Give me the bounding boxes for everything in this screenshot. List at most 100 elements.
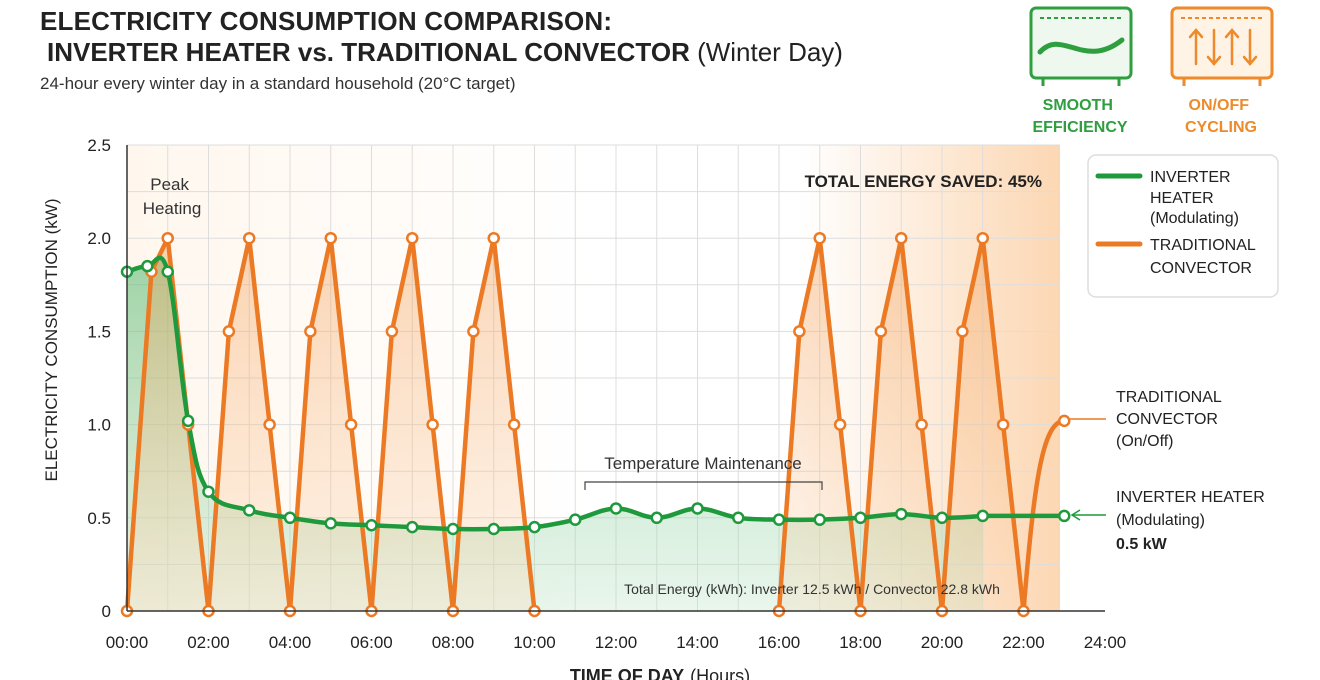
badge-cycling-line1: ON/OFF	[1189, 97, 1250, 114]
inverter-end-line1: INVERTER HEATER	[1116, 489, 1265, 506]
inverter-end-arrowhead	[1070, 509, 1081, 521]
inverter-data-point	[772, 513, 786, 526]
inverter-data-point	[813, 513, 826, 526]
x-tick-label: 08:00	[432, 633, 475, 652]
convector-data-point	[976, 231, 989, 245]
y-tick-label: 2.0	[87, 229, 111, 248]
convector-data-point	[426, 418, 439, 431]
axis-ticks: 00:00 02:00 04:00 06:00 08:00 10:00 12:00 14:00…	[87, 136, 1126, 652]
convector-data-point	[243, 231, 256, 245]
x-tick-label: 22:00	[1002, 633, 1045, 652]
legend-label-inverter: INVERTER HEATER (Modulating)	[1150, 169, 1239, 227]
inverter-data-point	[487, 522, 500, 536]
convector-end-line2: CONVECTOR	[1116, 411, 1218, 428]
chart-title-line2-bold: INVERTER HEATER vs. TRADITIONAL CONVECTO…	[47, 37, 690, 67]
inverter-end-line2: (Modulating)	[1116, 512, 1205, 529]
inverter-data-point	[895, 507, 908, 521]
legend-inverter-line1: INVERTER	[1150, 169, 1231, 186]
inverter-data-point	[854, 511, 867, 525]
convector-end-line1: TRADITIONAL	[1116, 389, 1222, 406]
convector-end-label: TRADITIONAL CONVECTOR (On/Off)	[1070, 389, 1222, 450]
convector-data-point	[304, 325, 317, 338]
x-axis-label-main: TIME OF DAY	[570, 666, 684, 680]
x-tick-label: 16:00	[758, 633, 801, 652]
legend-label-convector: TRADITIONAL CONVECTOR	[1150, 237, 1260, 277]
convector-data-point	[467, 325, 480, 338]
convector-data-point	[813, 231, 826, 245]
convector-series-tail	[1021, 418, 1065, 612]
legend-inverter-line3: (Modulating)	[1150, 210, 1239, 227]
x-tick-label: 12:00	[595, 633, 638, 652]
inverter-data-point	[528, 520, 541, 534]
convector-data-point	[833, 418, 847, 431]
inverter-data-point	[161, 265, 174, 279]
convector-data-point	[507, 418, 521, 431]
badge-smooth-efficiency: SMOOTH EFFICIENCY	[1029, 6, 1133, 136]
title-block: ELECTRICITY CONSUMPTION COMPARISON: INVE…	[40, 6, 843, 94]
convector-data-point	[915, 418, 928, 431]
badge-on-off-cycling: ON/OFF CYCLING	[1170, 6, 1274, 136]
convector-data-point	[895, 231, 908, 245]
legend-box	[1087, 154, 1279, 298]
x-tick-label: 14:00	[676, 633, 719, 652]
inverter-data-point	[243, 504, 256, 517]
convector-data-point	[793, 325, 806, 338]
chart-title-line2-rest: (Winter Day)	[689, 37, 843, 67]
peak-heating-line2: Heating	[143, 199, 202, 218]
legend: INVERTER HEATER (Modulating) TRADITIONAL…	[1087, 154, 1279, 298]
inverter-area-fill	[127, 257, 983, 611]
convector-data-point	[1058, 414, 1071, 428]
inverter-data-point	[650, 511, 663, 525]
x-tick-label: 20:00	[921, 633, 964, 652]
peak-heating-line1: Peak	[150, 175, 189, 194]
chart-title-line1: ELECTRICITY CONSUMPTION COMPARISON:	[40, 6, 613, 36]
x-axis-label-unit: (Hours)	[690, 666, 750, 680]
peak-heating-annotation: Peak Heating	[143, 175, 202, 218]
x-tick-label: 24:00	[1084, 633, 1127, 652]
y-tick-label: 2.5	[87, 136, 111, 155]
y-tick-label: 0.5	[87, 509, 111, 528]
convector-data-point	[324, 231, 337, 245]
badge-smooth-line2: EFFICIENCY	[1032, 119, 1127, 136]
temperature-maintenance-label: Temperature Maintenance	[604, 454, 802, 473]
convector-data-point	[263, 418, 276, 431]
convector-data-point	[956, 325, 969, 338]
inverter-data-point	[609, 502, 623, 515]
inverter-data-point	[202, 485, 215, 498]
badge-smooth-text: SMOOTH EFFICIENCY	[1032, 97, 1127, 136]
arrows-heater-icon	[1170, 6, 1274, 86]
y-tick-label: 1.0	[87, 416, 111, 435]
chart-subtitle: 24-hour every winter day in a standard h…	[40, 74, 516, 93]
y-tick-label: 1.5	[87, 322, 111, 341]
inverter-data-point	[283, 511, 297, 525]
inverter-data-point	[935, 511, 949, 525]
convector-data-point	[222, 325, 236, 338]
y-axis-label: ELECTRICITY CONSUMPTION (kW)	[42, 198, 61, 481]
total-energy-annotation: Total Energy (kWh): Inverter 12.5 kWh / …	[624, 581, 1000, 597]
inverter-data-point	[691, 502, 704, 515]
inverter-data-point	[569, 513, 582, 526]
inverter-end-line3: 0.5 kW	[1116, 536, 1168, 553]
series-markers	[120, 231, 1071, 618]
chart-title-line2: INVERTER HEATER vs. TRADITIONAL CONVECTO…	[47, 37, 843, 68]
legend-convector-line1: TRADITIONAL	[1150, 237, 1256, 254]
convector-data-point	[385, 325, 399, 338]
inverter-data-point	[732, 511, 745, 525]
inverter-data-point	[446, 522, 460, 536]
inverter-data-point	[324, 517, 337, 530]
convector-data-point	[874, 325, 888, 338]
badge-cycling-text: ON/OFF CYCLING	[1185, 97, 1257, 136]
inverter-data-point	[365, 519, 378, 532]
convector-data-point	[161, 231, 174, 245]
y-tick-label: 0	[102, 602, 111, 621]
x-tick-label: 18:00	[839, 633, 882, 652]
convector-data-point	[344, 418, 358, 431]
convector-data-point	[406, 231, 419, 245]
convector-data-point	[487, 231, 500, 245]
legend-inverter-line2: HEATER	[1150, 190, 1214, 207]
convector-data-point	[996, 418, 1010, 431]
badge-cycling-line2: CYCLING	[1185, 119, 1257, 136]
wave-heater-icon	[1029, 6, 1133, 86]
x-tick-label: 06:00	[350, 633, 393, 652]
